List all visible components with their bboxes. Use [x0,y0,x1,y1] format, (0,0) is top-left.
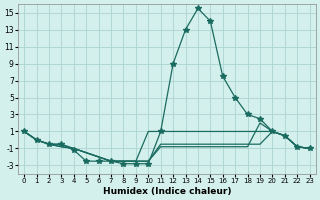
X-axis label: Humidex (Indice chaleur): Humidex (Indice chaleur) [103,187,231,196]
